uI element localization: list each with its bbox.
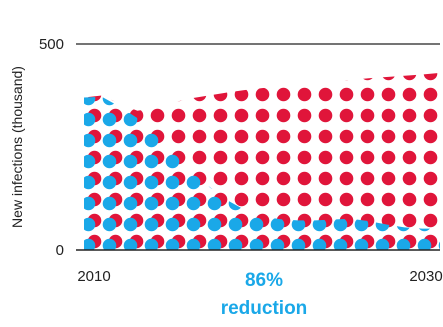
x-tick-label-2030: 2030 — [409, 268, 442, 285]
annotation-line-2: reduction — [221, 298, 308, 319]
label-layer: 0 500 2010 2030 New infections (thousand) 86%… — [9, 36, 443, 319]
annotation-line-1: 86% — [245, 270, 283, 291]
axis-layer — [76, 43, 440, 251]
y-tick-label-500: 500 — [39, 36, 64, 53]
y-axis-title: New infections (thousand) — [9, 66, 25, 228]
series-area-2 — [84, 96, 440, 251]
x-tick-label-2010: 2010 — [77, 268, 110, 285]
y-tick-label-0: 0 — [56, 242, 64, 259]
series-layer — [84, 72, 440, 251]
